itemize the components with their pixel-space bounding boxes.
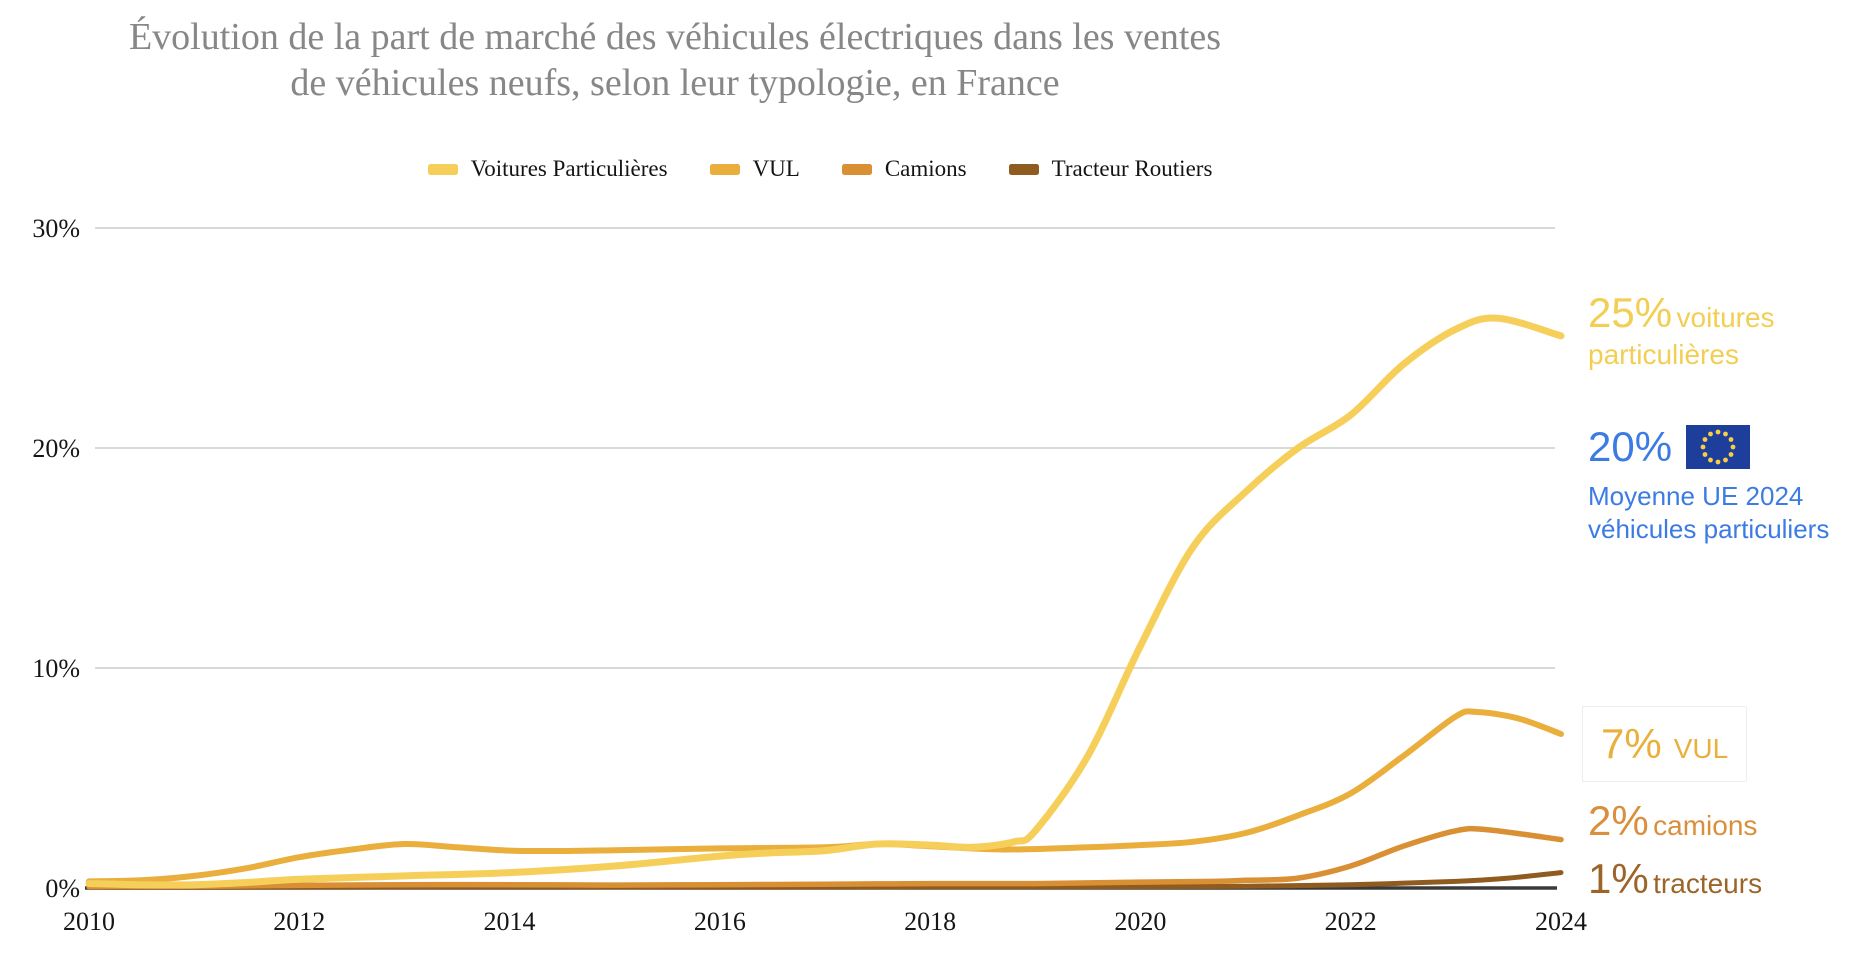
x-tick-2020: 2020 xyxy=(1114,907,1166,936)
eu-flag-star xyxy=(1723,431,1728,437)
eu-flag-star xyxy=(1708,457,1713,463)
legend-item-0: Voitures Particulières xyxy=(427,156,668,182)
eu-flag-star xyxy=(1728,451,1734,457)
series-line-camions xyxy=(86,825,1564,890)
eu-flag-star xyxy=(1728,436,1734,442)
legend-swatch-icon xyxy=(709,163,740,175)
annotation-eu-value: 20% xyxy=(1588,423,1673,470)
annotation-vp-label: voitures particulières xyxy=(1588,302,1775,370)
eu-flag-icon xyxy=(1686,424,1751,469)
legend-swatch-icon xyxy=(427,163,458,175)
x-tick-2018: 2018 xyxy=(904,907,956,936)
y-tick-10%: 10% xyxy=(32,654,80,683)
annotation-tracteurs-value: 1% xyxy=(1588,855,1649,902)
eu-flag-star xyxy=(1702,436,1708,442)
annotation-vp-value: 25% xyxy=(1588,289,1673,336)
chart-title-line1: Évolution de la part de marché des véhic… xyxy=(128,16,1222,58)
eu-flag-stars xyxy=(1700,429,1736,465)
series-line-voitures-particulières xyxy=(85,314,1565,889)
legend-item-1: VUL xyxy=(709,156,800,182)
annotation-tracteurs-label: tracteurs xyxy=(1653,868,1763,899)
x-tick-2016: 2016 xyxy=(694,907,746,936)
annotation-vul-card: 7% VUL xyxy=(1582,706,1748,782)
annotation-moyenne-ue: 20% Moyenne UE 2024 véhicules particulie… xyxy=(1588,420,1860,546)
legend-label: Camions xyxy=(884,156,967,181)
x-tick-2012: 2012 xyxy=(273,907,325,936)
legend-swatch-icon xyxy=(1008,163,1039,175)
annotation-vul-label: VUL xyxy=(1673,733,1729,764)
x-tick-2024: 2024 xyxy=(1535,907,1587,936)
eu-flag-star xyxy=(1715,429,1721,435)
x-tick-2010: 2010 xyxy=(63,907,115,936)
legend-label: VUL xyxy=(752,156,800,181)
annotation-tracteurs: 1% tracteurs xyxy=(1588,854,1762,904)
legend: Voitures Particulières VUL Camions Tracteur… xyxy=(30,156,1610,182)
legend-item-3: Tracteur Routiers xyxy=(1008,156,1213,182)
legend-item-2: Camions xyxy=(841,156,967,182)
eu-flag-star xyxy=(1708,431,1713,437)
chart-title-line2: de véhicules neufs, selon leur typologie… xyxy=(290,62,1060,105)
y-tick-20%: 20% xyxy=(32,434,80,463)
eu-flag-star xyxy=(1715,459,1721,465)
eu-flag-star xyxy=(1723,457,1728,463)
annotation-vul-value: 7% xyxy=(1601,720,1662,767)
annotation-voitures-particulieres: 25% voitures particulières xyxy=(1588,288,1844,371)
annotation-camions-value: 2% xyxy=(1588,797,1649,844)
annotation-camions: 2% camions xyxy=(1588,796,1757,846)
annotation-camions-label: camions xyxy=(1653,810,1758,841)
series-line-vul xyxy=(86,708,1564,885)
y-tick-0%: 0% xyxy=(45,874,80,903)
x-tick-2022: 2022 xyxy=(1325,907,1377,936)
plot-area: 30% 20% 10% 0% 2010 2012 2014 2016 2018 2020 2022 2… xyxy=(32,214,1587,936)
y-tick-30%: 30% xyxy=(32,214,80,243)
legend-swatch-icon xyxy=(841,163,872,175)
x-tick-2014: 2014 xyxy=(484,907,536,936)
eu-flag-star xyxy=(1700,444,1706,450)
chart-title: Évolution de la part de marché des véhic… xyxy=(0,14,1350,107)
annotation-eu-line1: Moyenne UE 2024 xyxy=(1588,480,1804,511)
eu-flag-star xyxy=(1730,444,1736,450)
legend-label: Tracteur Routiers xyxy=(1051,156,1213,181)
eu-flag-star xyxy=(1702,451,1708,457)
annotation-eu-line2: véhicules particuliers xyxy=(1588,514,1830,545)
legend-label: Voitures Particulières xyxy=(470,156,668,181)
